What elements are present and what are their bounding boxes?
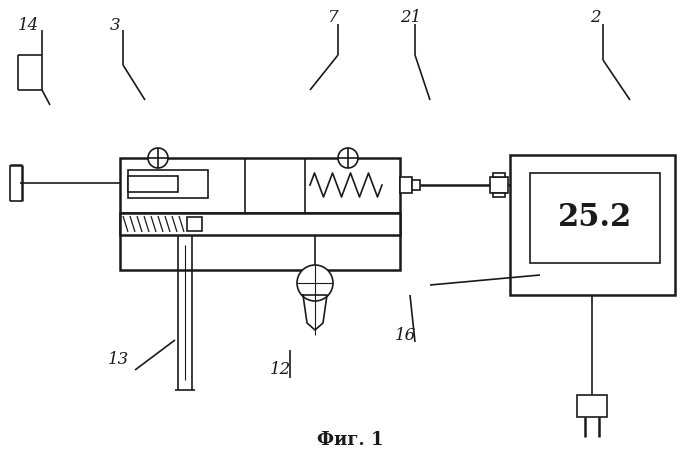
Bar [493,193,505,197]
Text: Фиг. 1: Фиг. 1 [316,431,383,449]
Bar [120,158,400,270]
Text: 25.2: 25.2 [558,202,632,234]
Circle shape [338,148,358,168]
Text: 14: 14 [18,17,39,34]
Circle shape [297,265,333,301]
Bar [490,177,508,193]
Text: 12: 12 [270,362,291,379]
Bar [400,177,412,193]
Bar [577,395,607,417]
Text: 7: 7 [328,10,339,27]
Text: 13: 13 [108,352,130,369]
Bar [128,170,208,198]
Text: 2: 2 [590,10,601,27]
Text: 16: 16 [395,326,416,343]
Circle shape [148,148,168,168]
Text: 21: 21 [400,10,421,27]
Bar [510,155,675,295]
Bar [493,173,505,177]
Bar [120,213,400,235]
Bar [530,173,660,263]
Bar [128,176,178,192]
Bar [187,217,202,231]
Text: 3: 3 [110,17,120,34]
Bar [412,180,420,190]
